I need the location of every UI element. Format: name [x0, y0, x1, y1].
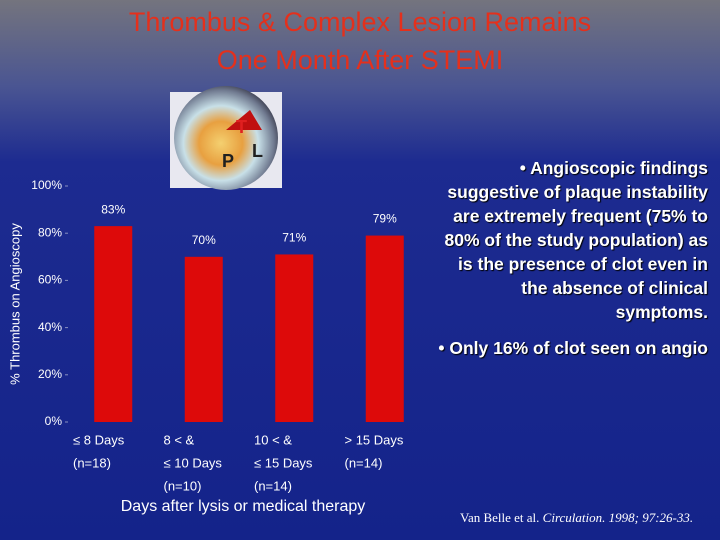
x-tick-label: (n=18) — [73, 455, 111, 470]
bar — [275, 254, 314, 422]
y-tick-label: 0% — [45, 414, 63, 428]
x-axis-title: Days after lysis or medical therapy — [121, 498, 366, 515]
x-tick-label: (n=10) — [164, 478, 202, 493]
bullet-list: • Angioscopic findings suggestive of pla… — [428, 156, 708, 372]
value-label: 79% — [373, 212, 397, 226]
bullet: • Only 16% of clot seen on angio — [438, 338, 708, 358]
y-tick-label: 20% — [38, 367, 62, 381]
thrombus-region — [226, 110, 262, 130]
chart-title: One Month After STEMI — [217, 45, 504, 75]
image-label: T — [236, 117, 247, 137]
x-tick-label: > 15 Days — [345, 432, 404, 447]
x-tick-label: ≤ 8 Days — [73, 432, 125, 447]
image-label: P — [222, 151, 234, 171]
value-label: 70% — [192, 233, 216, 247]
bar — [94, 226, 133, 422]
bar — [184, 256, 223, 422]
bullet-text: Only 16% of clot seen on angio — [449, 338, 708, 358]
angioscopy-image — [174, 86, 278, 190]
bar — [365, 235, 404, 422]
value-label: 71% — [282, 231, 306, 245]
x-tick-label: ≤ 15 Days — [254, 455, 313, 470]
citation: Van Belle et al. Circulation. 1998; 97:2… — [460, 510, 693, 526]
y-tick-label: 40% — [38, 320, 62, 334]
citation-journal: Circulation. 1998; 97:26-33. — [542, 510, 694, 525]
x-tick-label: (n=14) — [345, 455, 383, 470]
x-tick-label: (n=14) — [254, 478, 292, 493]
y-tick-label: 60% — [38, 273, 62, 287]
citation-authors: Van Belle et al. — [460, 510, 540, 525]
bullet-text: Angioscopic findings suggestive of plaqu… — [444, 158, 709, 322]
image-label: L — [252, 141, 263, 161]
value-label: 83% — [101, 202, 125, 216]
x-tick-label: ≤ 10 Days — [164, 455, 223, 470]
y-tick-label: 100% — [31, 178, 62, 192]
bullet: • Angioscopic findings suggestive of pla… — [444, 158, 709, 322]
x-tick-label: 10 < & — [254, 432, 292, 447]
y-tick-label: 80% — [38, 225, 62, 239]
x-tick-label: 8 < & — [164, 432, 195, 447]
chart-title: Thrombus & Complex Lesion Remains — [129, 7, 591, 37]
y-axis-title: % Thrombus on Angioscopy — [7, 223, 22, 385]
